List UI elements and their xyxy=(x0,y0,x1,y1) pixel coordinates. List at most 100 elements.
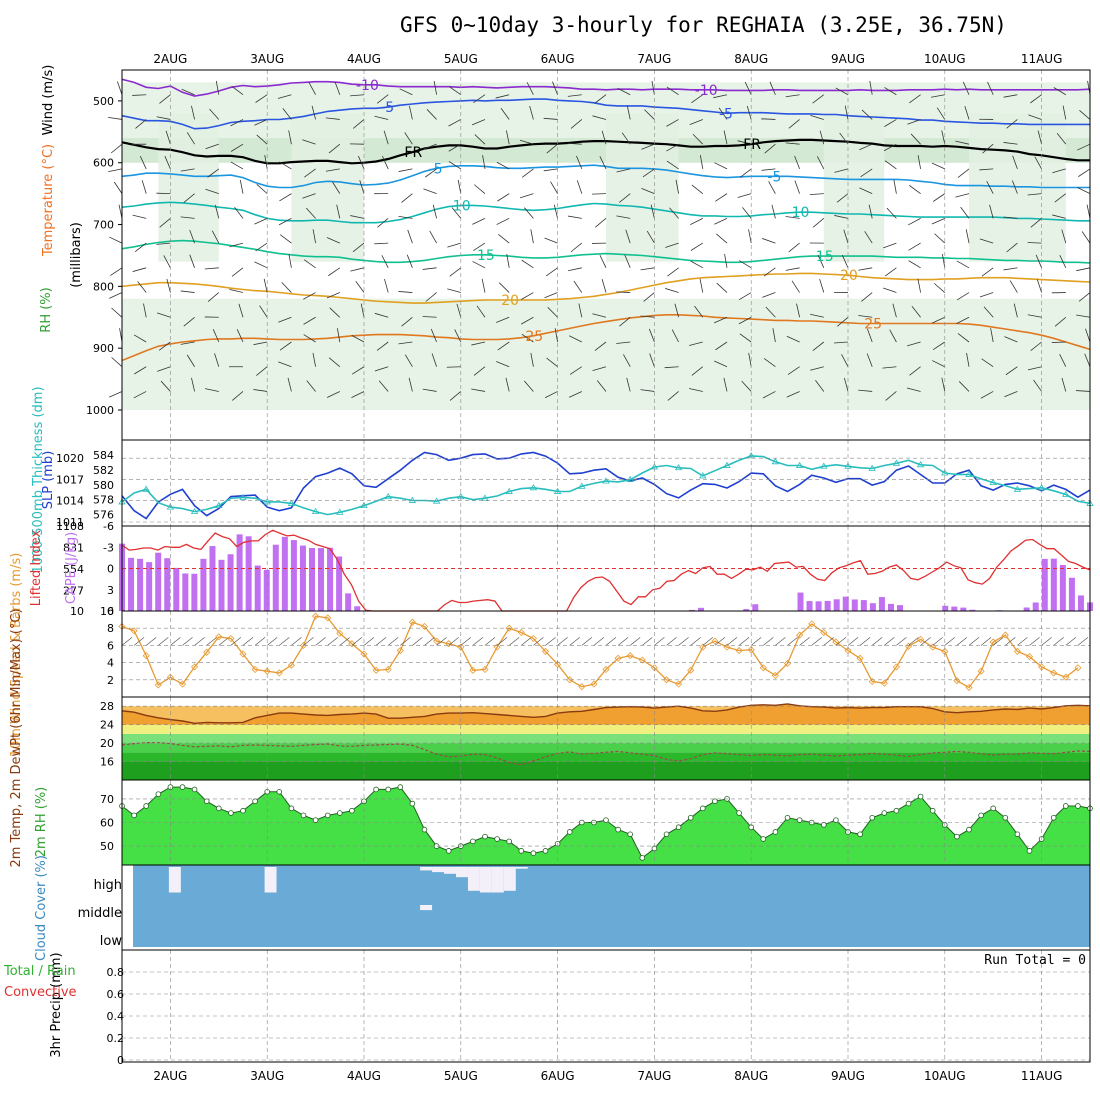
wind-barb xyxy=(909,366,921,376)
wind-barb xyxy=(675,179,679,194)
wind-barb xyxy=(497,193,510,202)
wind-barb xyxy=(384,278,389,293)
contour-label: 10 xyxy=(453,198,471,214)
wind-barb xyxy=(133,334,147,343)
wind-barb xyxy=(404,354,413,367)
cape-bar xyxy=(318,548,325,611)
wind-speed-point xyxy=(566,676,574,684)
wind-barb xyxy=(691,184,704,194)
wind-barb xyxy=(544,292,558,299)
wind-barb xyxy=(573,280,583,293)
wind-barb xyxy=(868,204,873,219)
day-label-bottom: 4AUG xyxy=(347,1069,381,1083)
wind-barb xyxy=(667,267,679,277)
wind-barb xyxy=(166,278,171,293)
wind-barb xyxy=(595,218,607,228)
wind-barb xyxy=(669,207,679,219)
wind-barb xyxy=(836,193,849,203)
wind-barb xyxy=(979,238,994,244)
wind-barb xyxy=(933,283,946,293)
axis-label: 2m RH (%) xyxy=(34,787,49,858)
panel-grids xyxy=(118,70,1090,1062)
wind-barb xyxy=(304,168,316,178)
wind-speed-point xyxy=(275,669,283,677)
contour-label: 25 xyxy=(525,329,543,345)
temperature-contour xyxy=(121,272,1091,304)
axis-label: SLP (mb) xyxy=(41,451,56,510)
wind-barb xyxy=(505,377,510,392)
wind-barb-10m xyxy=(932,637,943,646)
wind-barb-10m xyxy=(1017,637,1028,646)
temperature-contour xyxy=(121,314,1091,362)
wind-barb xyxy=(524,207,534,219)
wind-barb xyxy=(932,360,945,368)
wind-barb-10m xyxy=(654,637,665,646)
wind-barb xyxy=(109,292,123,299)
wind-barb xyxy=(526,82,534,95)
wind-barb xyxy=(987,81,994,95)
contour-label: -5 xyxy=(767,169,781,185)
wind-barb xyxy=(135,119,147,129)
rh-shading-column xyxy=(291,113,364,262)
contour-label: FR xyxy=(404,145,422,161)
wind-speed-point xyxy=(917,635,925,643)
wind-speed-point xyxy=(808,620,816,628)
wind-barb xyxy=(398,291,413,293)
wind-barb xyxy=(867,328,873,343)
wind-barb xyxy=(164,155,171,170)
wind-speed-point xyxy=(251,665,259,674)
wind-barb-10m xyxy=(690,637,701,646)
cape-bar xyxy=(1050,558,1057,611)
cape-bar xyxy=(1068,577,1075,611)
wind-barb xyxy=(623,354,631,367)
day-label-bottom: 2AUG xyxy=(153,1069,187,1083)
wind-barb-10m xyxy=(750,637,762,646)
wind-barb xyxy=(785,216,800,219)
contour-label: 10 xyxy=(792,205,810,221)
cape-bar xyxy=(851,599,858,611)
temp-tick-label: 24 xyxy=(100,719,114,732)
wind-barb xyxy=(764,143,776,154)
cloud-gap xyxy=(420,867,433,871)
cloud-layer-label: middle xyxy=(78,906,122,921)
rh-point xyxy=(978,812,984,819)
wind-barb xyxy=(883,143,897,152)
wind-barb xyxy=(616,341,631,344)
wind-barb xyxy=(909,94,921,104)
wind-barb xyxy=(425,168,437,178)
wind-speed-point xyxy=(1062,673,1070,681)
pressure-tick-label: 700 xyxy=(93,219,114,232)
wind-barb-10m xyxy=(436,637,447,646)
wind-barb xyxy=(665,288,679,293)
wind-barb xyxy=(1059,353,1067,367)
rh-point xyxy=(1014,831,1021,838)
rh-point xyxy=(1063,803,1069,809)
wind-barb xyxy=(408,105,413,120)
wind-speed-point xyxy=(433,637,441,645)
wind-barb xyxy=(570,119,583,129)
wind-barb-10m xyxy=(460,637,472,646)
wind-barb xyxy=(282,108,292,120)
wind-barb xyxy=(578,303,583,318)
wind-barb xyxy=(694,305,704,318)
thickness-point xyxy=(868,464,876,471)
wind-barb xyxy=(860,168,873,178)
thickness-point xyxy=(723,461,731,468)
wind-barb xyxy=(132,94,147,96)
rh-point xyxy=(784,814,791,821)
wind-barb xyxy=(374,366,389,372)
wind-barb xyxy=(810,366,824,371)
precip-tick-label: 0.2 xyxy=(107,1032,125,1045)
cape-bar xyxy=(227,554,234,611)
wind-barb xyxy=(955,193,970,198)
rh-point xyxy=(518,848,525,854)
day-label-top: 10AUG xyxy=(924,52,966,66)
wind-barb xyxy=(1077,143,1091,151)
day-label-top: 9AUG xyxy=(831,52,865,66)
wind-barb-10m xyxy=(605,637,617,646)
wind-barb xyxy=(786,335,800,343)
wind-barb xyxy=(1030,218,1042,228)
wind-barb xyxy=(234,206,244,219)
rh-tick-label: 60 xyxy=(100,817,114,830)
wind-barb xyxy=(981,267,994,277)
